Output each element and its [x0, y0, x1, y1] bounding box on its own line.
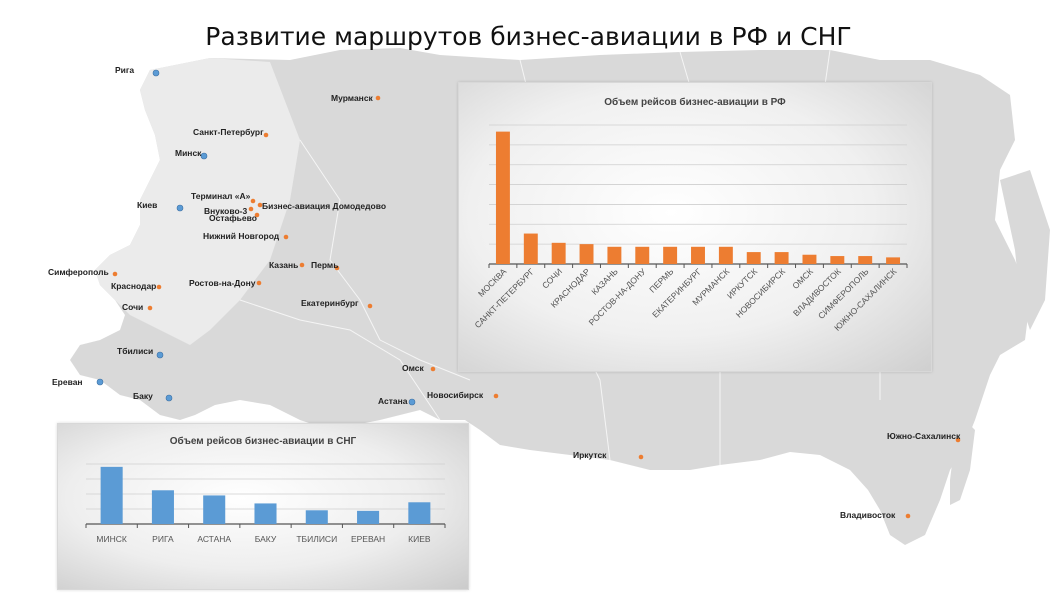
city-label: Ростов-на-Дону [189, 278, 256, 288]
page-title: Развитие маршрутов бизнес-авиации в РФ и… [205, 22, 852, 51]
cis-flights-chart: Объем рейсов бизнес-авиации в СНГ МИНСК Р… [57, 423, 469, 590]
city-marker [299, 262, 305, 268]
city-label: Краснодар [111, 281, 156, 291]
map-border [299, 139, 471, 381]
city-label: Терминал «А» [191, 191, 251, 201]
bar [802, 254, 817, 264]
category-label: АСТАНА [197, 534, 231, 544]
bar [523, 233, 538, 264]
bar [635, 246, 650, 264]
city-label: Астана [378, 396, 408, 406]
city-label: Санкт-Петербург [193, 127, 264, 137]
city-marker [152, 69, 160, 77]
city-label: Баку [133, 391, 153, 401]
city-marker [248, 206, 254, 212]
bar [203, 495, 226, 524]
city-label: Мурманск [331, 93, 374, 103]
bar [357, 510, 380, 524]
bar [746, 252, 761, 264]
city-marker [493, 393, 499, 399]
city-marker [905, 513, 911, 519]
city-label: Рига [115, 65, 134, 75]
city-marker [263, 132, 269, 138]
city-label: Новосибирск [427, 390, 484, 400]
city-marker [200, 152, 208, 160]
city-label: Сочи [122, 302, 143, 312]
city-label: Киев [137, 200, 157, 210]
bar [551, 242, 566, 264]
city-marker [408, 398, 416, 406]
city-label: Нижний Новгород [203, 231, 280, 241]
category-label: ТБИЛИСИ [296, 534, 337, 544]
city-label: Екатеринбург [301, 298, 359, 308]
city-marker [334, 265, 340, 271]
category-label: ОМСК [790, 266, 815, 291]
category-label: СИМФЕРОПОЛЬ [816, 266, 871, 321]
category-label: РИГА [152, 534, 174, 544]
city-marker [112, 271, 118, 277]
city-marker [257, 202, 263, 208]
bar [579, 244, 594, 264]
city-label: Бизнес-авиация Домодедово [262, 201, 386, 211]
city-marker [156, 284, 162, 290]
bar [254, 503, 277, 524]
bar [663, 246, 678, 264]
city-label: Владивосток [840, 510, 896, 520]
map-border [239, 299, 441, 421]
category-label: НОВОСИБИРСК [734, 266, 787, 319]
bar [718, 246, 733, 264]
city-marker [147, 305, 153, 311]
bar [100, 466, 123, 524]
bar [774, 252, 789, 264]
bar [151, 490, 174, 524]
category-label: МИНСК [96, 534, 126, 544]
city-marker [256, 280, 262, 286]
bar [886, 257, 901, 264]
city-marker [156, 351, 164, 359]
city-label: Пермь [311, 260, 338, 270]
city-label: Омск [402, 363, 425, 373]
category-label: КИЕВ [408, 534, 431, 544]
city-label: Тбилиси [117, 346, 153, 356]
city-label: Казань [269, 260, 298, 270]
city-label: Минск [175, 148, 202, 158]
bar [691, 246, 705, 264]
city-marker [375, 95, 381, 101]
cis-chart-plot: МИНСК РИГА АСТАНА БАКУ ТБИЛИСИ ЕРЕВАН КИЕВ [85, 463, 446, 544]
city-label: Внуково-3 [204, 206, 247, 216]
city-marker [254, 212, 260, 218]
city-label: Остафьево [209, 213, 257, 223]
bar [830, 256, 845, 264]
city-marker [430, 366, 436, 372]
city-label: Симферополь [48, 267, 109, 277]
chart-title: Объем рейсов бизнес-авиации в СНГ [169, 436, 357, 447]
city-label: Южно-Сахалинск [887, 431, 961, 441]
bar [495, 131, 510, 264]
category-label: ЕКАТЕРИНБУРГ [650, 266, 704, 320]
bar [408, 502, 431, 524]
city-marker [367, 303, 373, 309]
city-marker [250, 198, 256, 204]
city-marker [283, 234, 289, 240]
map-cis-light-region [95, 58, 300, 345]
map-kamchatka [1000, 170, 1050, 330]
rf-flights-chart: Объем рейсов бизнес-авиации в РФ МОСКВА С… [458, 82, 932, 372]
category-label: ЕРЕВАН [351, 534, 385, 544]
city-marker [638, 454, 644, 460]
chart-title: Объем рейсов бизнес-авиации в РФ [604, 97, 786, 108]
city-marker [176, 204, 184, 212]
city-label: Иркутск [573, 450, 607, 460]
city-marker [96, 378, 104, 386]
category-label: СОЧИ [540, 266, 564, 290]
city-marker [955, 437, 961, 443]
bar [607, 246, 622, 264]
city-marker [165, 394, 173, 402]
bar [858, 256, 873, 264]
city-label: Ереван [52, 377, 83, 387]
bar [305, 510, 328, 524]
category-label: БАКУ [255, 534, 277, 544]
